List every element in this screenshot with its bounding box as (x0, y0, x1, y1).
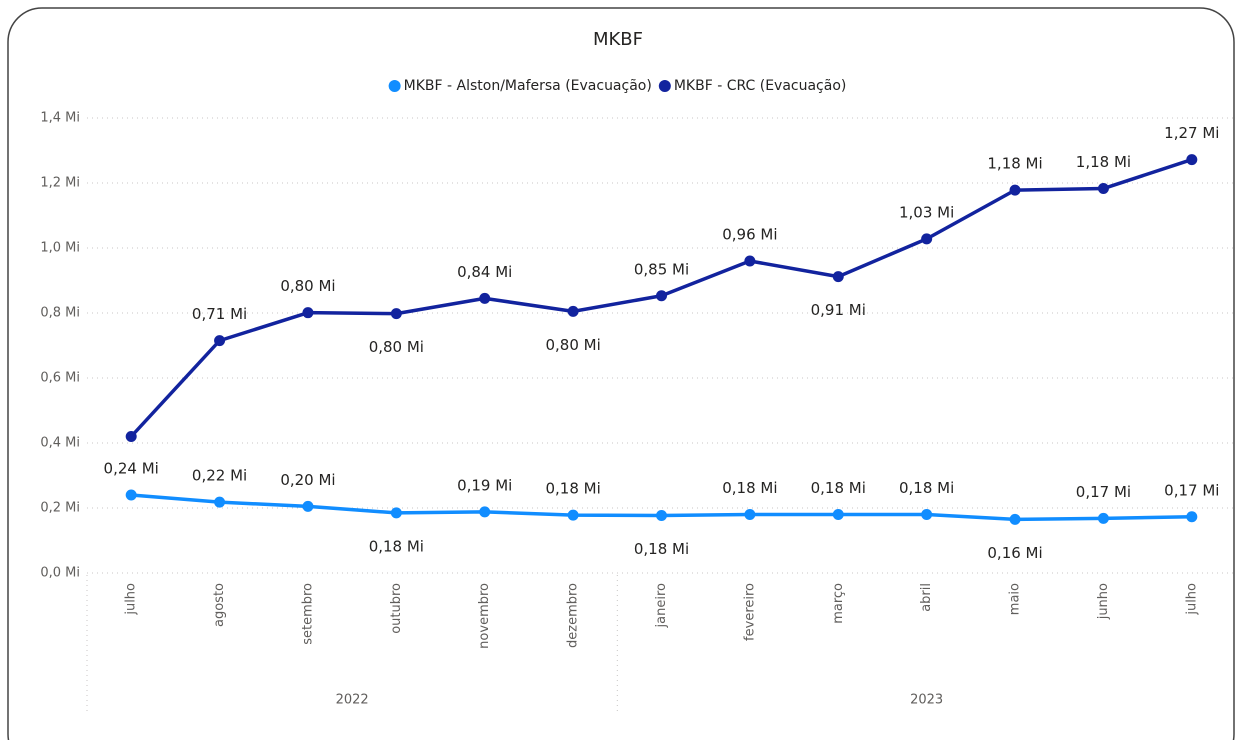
data-point (1097, 183, 1109, 195)
data-label: 0,18 Mi (634, 540, 689, 558)
data-label: 0,18 Mi (722, 479, 777, 497)
data-point (390, 308, 402, 320)
data-point (832, 509, 844, 520)
x-tick-label: novembro (477, 583, 492, 649)
data-point (1097, 512, 1109, 524)
data-label: 0,18 Mi (545, 480, 600, 498)
x-tick-label: junho (1096, 583, 1111, 620)
x-tick-label: julho (124, 583, 139, 616)
data-point (921, 509, 933, 520)
x-tick-label: julho (1184, 583, 1199, 616)
data-point (1186, 154, 1198, 166)
y-tick-label: 0,2 Mi (40, 501, 80, 516)
data-label: 1,18 Mi (987, 155, 1042, 173)
data-point (656, 509, 667, 521)
data-label: 0,24 Mi (104, 460, 159, 478)
y-tick-label: 0,4 Mi (40, 436, 80, 451)
data-label: 0,18 Mi (811, 479, 866, 497)
data-point (214, 335, 226, 347)
data-label: 0,84 Mi (457, 263, 512, 281)
data-label: 1,03 Mi (899, 203, 954, 221)
data-point (125, 489, 137, 501)
data-label: 0,19 Mi (457, 476, 512, 494)
data-label: 0,17 Mi (1164, 481, 1219, 499)
x-tick-label: abril (919, 583, 934, 612)
data-label: 0,18 Mi (369, 537, 424, 555)
chart-title: MKBF (593, 29, 643, 50)
x-tick-label: fevereiro (742, 583, 757, 641)
data-point (302, 500, 314, 512)
data-point (479, 506, 491, 518)
x-tick-label: março (831, 583, 846, 624)
data-label: 1,18 Mi (1076, 153, 1131, 171)
data-point (744, 255, 756, 267)
data-label: 1,27 Mi (1164, 124, 1219, 142)
data-point (390, 507, 402, 519)
data-label: 0,80 Mi (369, 338, 424, 356)
data-label: 0,91 Mi (811, 301, 866, 319)
data-point (744, 509, 756, 520)
x-tick-label: setembro (300, 583, 315, 645)
y-tick-label: 1,0 Mi (40, 241, 80, 256)
x-tick-label: dezembro (566, 583, 581, 648)
x-tick-label: janeiro (654, 583, 669, 628)
data-point (214, 496, 226, 508)
data-point (125, 431, 137, 442)
data-label: 0,20 Mi (280, 471, 335, 489)
y-tick-label: 0,0 Mi (40, 566, 80, 581)
data-point (302, 307, 314, 319)
data-point (479, 292, 491, 304)
data-label: 0,22 Mi (192, 467, 247, 485)
data-label: 0,85 Mi (634, 260, 689, 278)
legend-label: MKBF - CRC (Evacuação) (674, 78, 847, 94)
data-label: 0,80 Mi (280, 277, 335, 295)
y-tick-label: 0,6 Mi (40, 371, 80, 386)
data-label: 0,17 Mi (1076, 483, 1131, 501)
legend-marker (658, 80, 671, 92)
data-point (567, 305, 579, 317)
y-tick-label: 1,4 Mi (40, 111, 80, 126)
data-point (1186, 511, 1198, 523)
frame (7, 7, 1235, 740)
data-label: 0,18 Mi (899, 479, 954, 497)
data-point (832, 271, 844, 283)
group-label: 2023 (910, 693, 943, 708)
x-tick-label: outubro (389, 583, 404, 634)
legend-marker (388, 80, 401, 92)
group-label: 2022 (336, 693, 369, 708)
data-label: 0,96 Mi (722, 226, 777, 244)
y-tick-label: 1,2 Mi (40, 176, 80, 191)
x-tick-label: maio (1008, 583, 1023, 615)
data-point (656, 290, 667, 302)
y-tick-label: 0,8 Mi (40, 306, 80, 321)
data-label: 0,16 Mi (987, 544, 1042, 562)
data-label: 0,71 Mi (192, 305, 247, 323)
data-point (567, 509, 579, 521)
x-tick-label: agosto (212, 583, 227, 627)
data-point (1009, 513, 1021, 525)
data-point (921, 233, 933, 245)
data-point (1009, 184, 1021, 196)
data-label: 0,80 Mi (545, 336, 600, 354)
legend-label: MKBF - Alston/Mafersa (Evacuação) (404, 78, 652, 94)
